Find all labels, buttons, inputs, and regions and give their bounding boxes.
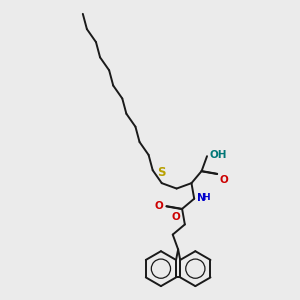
Text: O: O xyxy=(171,212,180,222)
Text: S: S xyxy=(158,166,166,179)
Text: O: O xyxy=(154,201,163,211)
Text: O: O xyxy=(219,175,228,185)
Text: N: N xyxy=(197,193,206,203)
Text: H: H xyxy=(202,194,210,202)
Text: OH: OH xyxy=(209,150,226,161)
